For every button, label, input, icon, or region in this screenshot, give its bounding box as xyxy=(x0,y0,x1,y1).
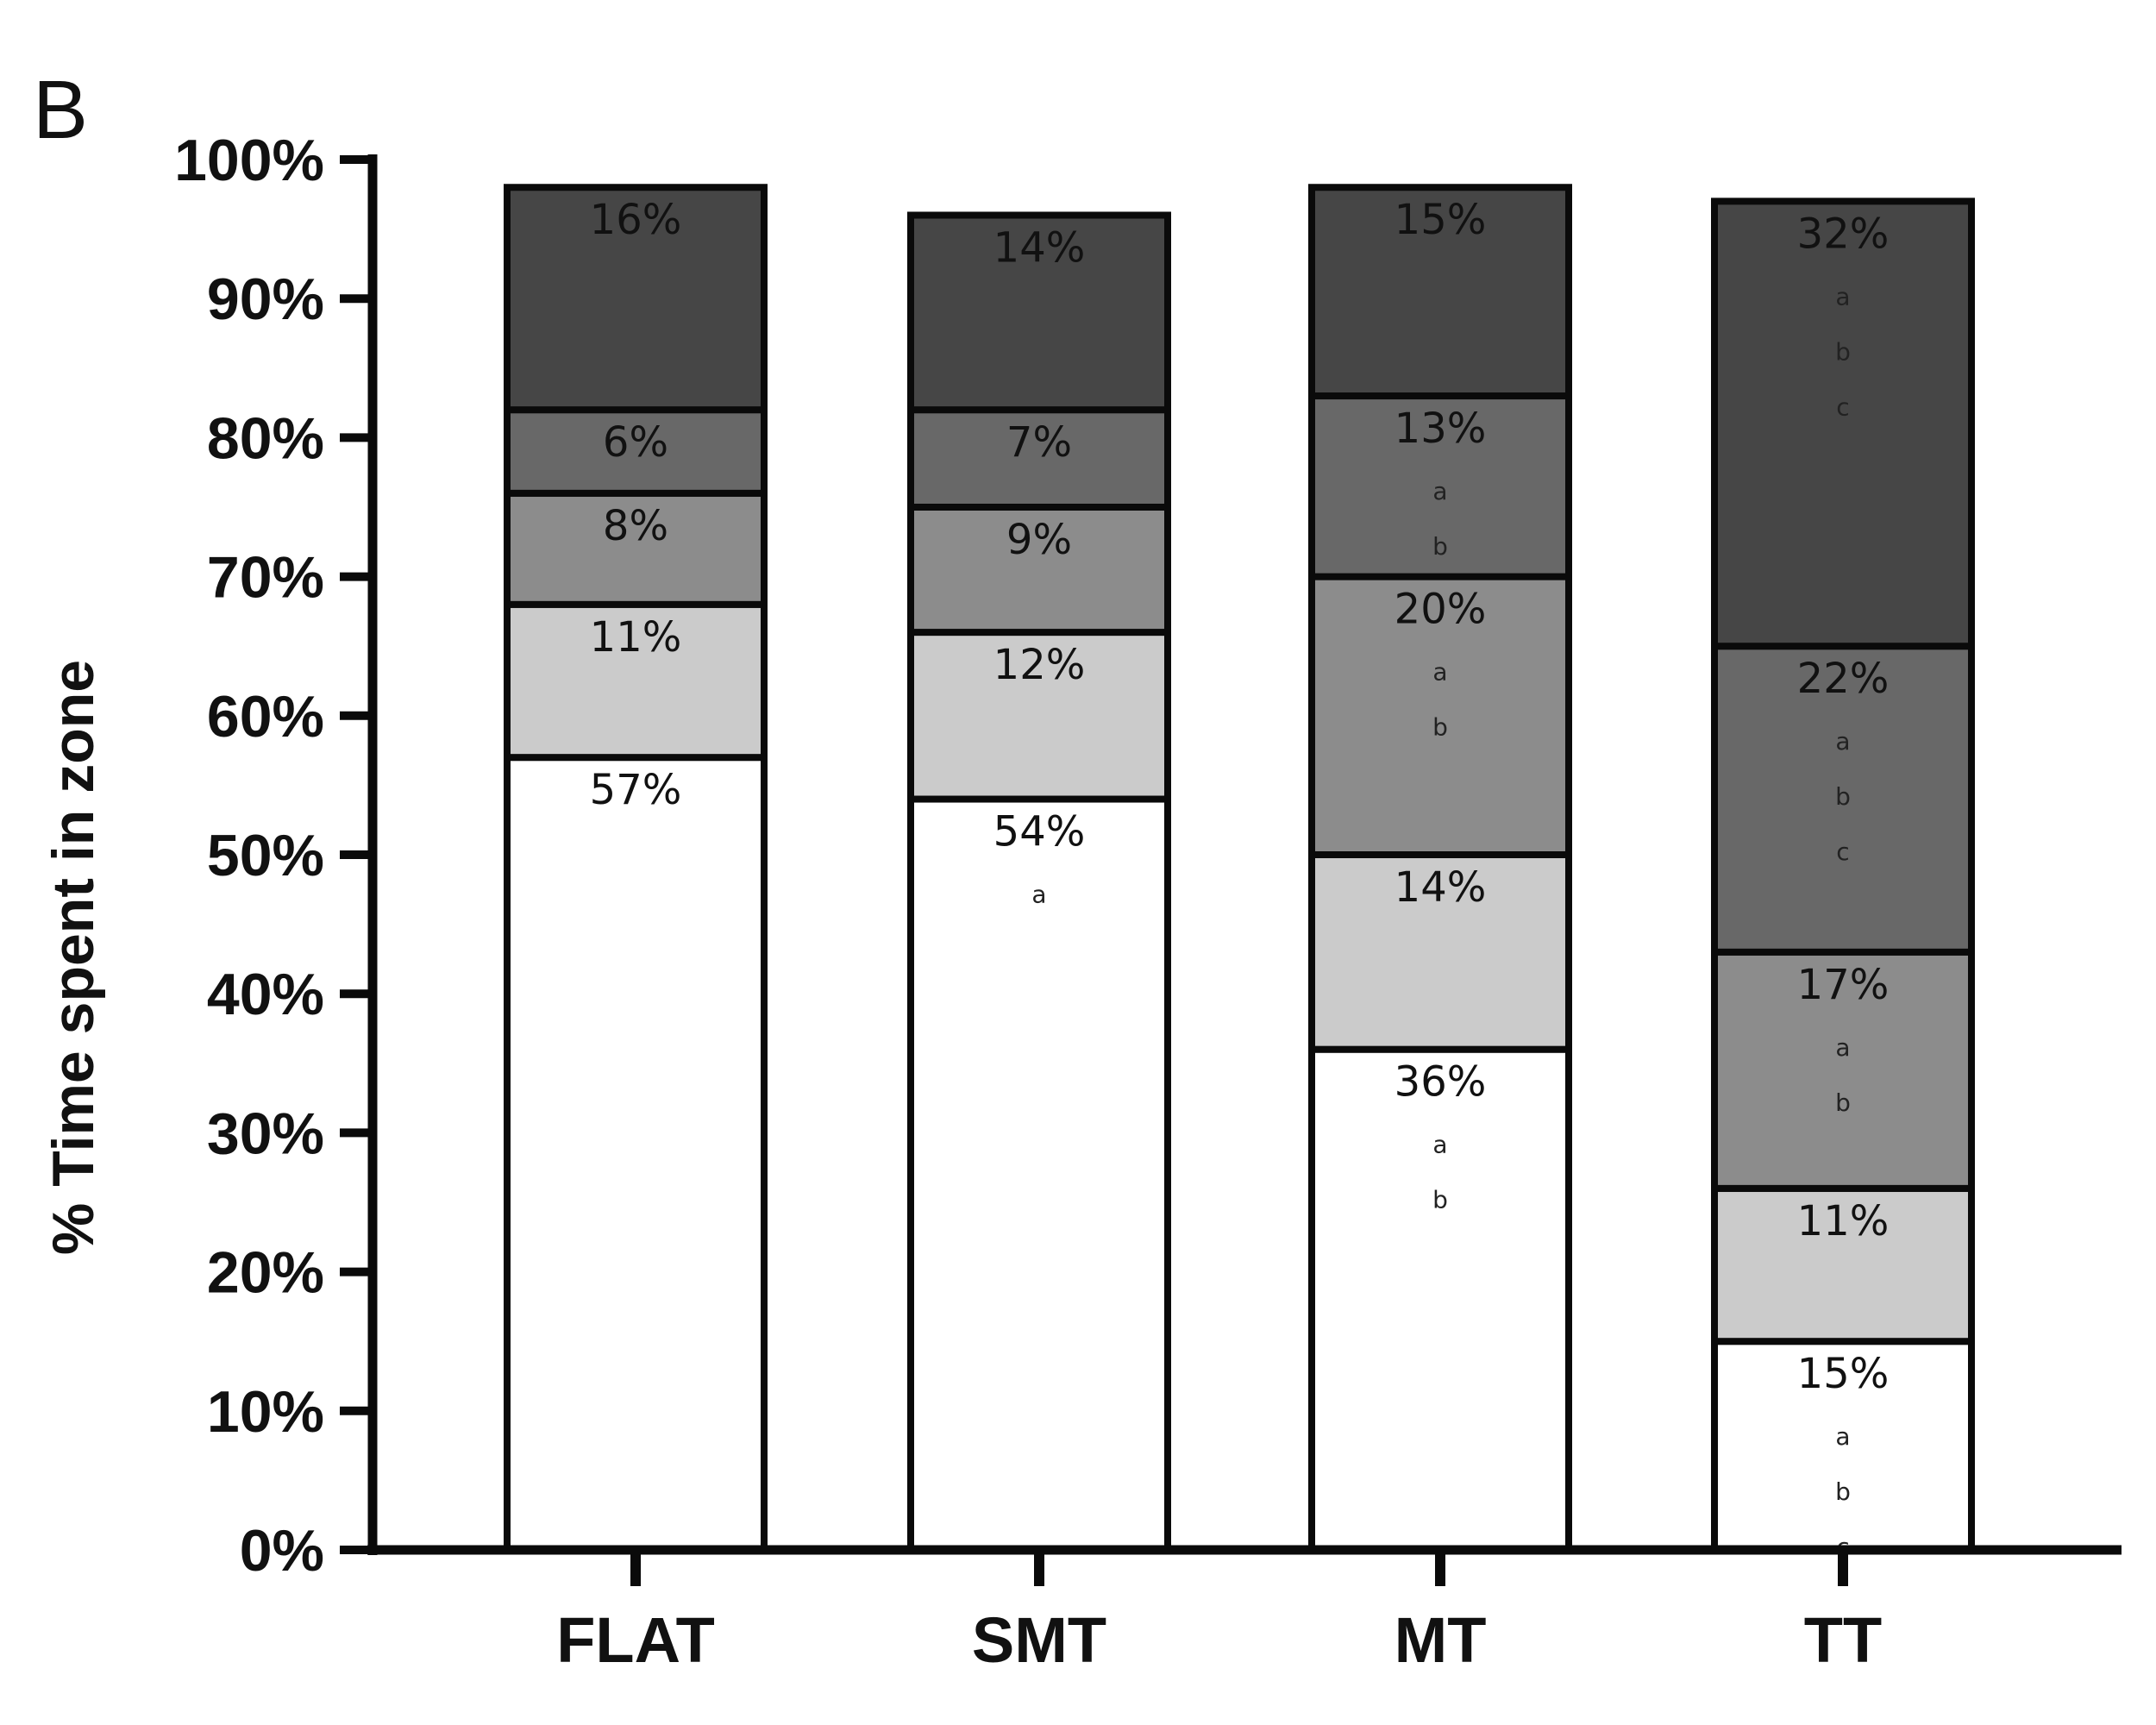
significance-letter-tt-1-a: a xyxy=(1835,1422,1850,1451)
data-label-flat-1: 57% xyxy=(590,766,682,814)
significance-letter-mt-3-b: b xyxy=(1432,713,1448,742)
bar-segment-mt-3 xyxy=(1308,573,1572,858)
significance-letter-tt-5-c: c xyxy=(1836,392,1849,421)
bar-segment-smt-4 xyxy=(907,406,1171,511)
y-tick-label: 100% xyxy=(174,128,324,193)
significance-letter-tt-4-b: b xyxy=(1835,782,1851,811)
bar-segment-mt-4 xyxy=(1308,392,1572,580)
y-tick-label: 0% xyxy=(240,1518,324,1584)
x-tick-label-tt: TT xyxy=(1804,1604,1882,1676)
y-tick-label: 30% xyxy=(207,1101,324,1166)
data-label-tt-2: 11% xyxy=(1797,1197,1890,1245)
data-label-smt-3: 9% xyxy=(1006,516,1072,564)
data-label-mt-5: 15% xyxy=(1395,196,1487,244)
data-label-tt-4: 22% xyxy=(1797,655,1890,703)
bar-segment-smt-3 xyxy=(907,504,1171,637)
y-tick-label: 90% xyxy=(207,267,324,332)
y-tick-label: 60% xyxy=(207,684,324,750)
data-label-flat-4: 6% xyxy=(603,418,668,467)
data-label-flat-2: 11% xyxy=(590,613,682,662)
significance-letter-mt-4-b: b xyxy=(1432,532,1448,561)
significance-letter-mt-1-a: a xyxy=(1432,1131,1447,1159)
data-label-smt-5: 14% xyxy=(993,223,1086,272)
data-label-tt-3: 17% xyxy=(1797,961,1890,1009)
y-tick-label: 70% xyxy=(207,545,324,611)
y-tick-label: 50% xyxy=(207,823,324,888)
bar-segment-mt-5 xyxy=(1308,184,1572,400)
bar-segment-smt-1 xyxy=(907,795,1171,1553)
significance-letter-tt-5-b: b xyxy=(1835,337,1851,366)
data-label-smt-4: 7% xyxy=(1006,418,1072,467)
significance-letter-tt-3-a: a xyxy=(1835,1033,1850,1062)
x-tick-label-mt: MT xyxy=(1395,1604,1487,1676)
data-label-tt-1: 15% xyxy=(1797,1350,1890,1398)
bar-segment-tt-3 xyxy=(1711,948,1975,1192)
bar-segment-smt-2 xyxy=(907,629,1171,803)
data-label-tt-5: 32% xyxy=(1797,210,1890,258)
axes-group: 0% 10% 20% 30% 40% 50% 60% 70% 80% 90% 100% FLAT SMT… xyxy=(174,128,2122,1676)
y-axis-label: % Time spent in zone xyxy=(41,660,106,1255)
x-tick-label-flat: FLAT xyxy=(556,1604,715,1676)
bar-segment-tt-4 xyxy=(1711,643,1975,956)
data-label-smt-1: 54% xyxy=(993,808,1086,856)
bars-group: 57%11%8%6%16%54%a12%9%7%14%36%ab14%20%ab… xyxy=(504,184,1975,1561)
data-label-mt-2: 14% xyxy=(1395,863,1487,912)
bar-segment-tt-5 xyxy=(1711,198,1975,650)
bar-segment-mt-1 xyxy=(1308,1045,1572,1554)
data-label-flat-3: 8% xyxy=(603,502,668,550)
bar-segment-flat-3 xyxy=(504,489,768,608)
significance-letter-tt-4-c: c xyxy=(1836,837,1849,866)
significance-letter-mt-4-a: a xyxy=(1432,477,1447,505)
significance-letter-tt-4-a: a xyxy=(1835,727,1850,756)
bar-segment-smt-5 xyxy=(907,211,1171,414)
significance-letter-mt-3-a: a xyxy=(1432,658,1447,687)
y-tick-label: 80% xyxy=(207,405,324,471)
data-label-mt-4: 13% xyxy=(1395,405,1487,453)
data-label-flat-5: 16% xyxy=(590,196,682,244)
data-label-smt-2: 12% xyxy=(993,641,1086,689)
y-tick-label: 20% xyxy=(207,1240,324,1306)
data-label-mt-1: 36% xyxy=(1395,1058,1487,1107)
y-tick-label: 10% xyxy=(207,1379,324,1445)
panel-label: B xyxy=(33,64,88,156)
data-label-mt-3: 20% xyxy=(1395,586,1487,634)
y-tick-label: 40% xyxy=(207,962,324,1027)
bar-segment-flat-1 xyxy=(504,754,768,1553)
significance-letter-tt-1-b: b xyxy=(1835,1477,1851,1506)
bar-segment-flat-2 xyxy=(504,600,768,762)
x-tick-label-smt: SMT xyxy=(972,1604,1106,1676)
significance-letter-smt-1-a: a xyxy=(1031,881,1046,909)
bar-segment-flat-5 xyxy=(504,184,768,414)
significance-letter-tt-5-a: a xyxy=(1835,282,1850,310)
significance-letter-tt-3-b: b xyxy=(1835,1088,1851,1117)
significance-letter-mt-1-b: b xyxy=(1432,1186,1448,1214)
bar-segment-mt-2 xyxy=(1308,851,1572,1053)
